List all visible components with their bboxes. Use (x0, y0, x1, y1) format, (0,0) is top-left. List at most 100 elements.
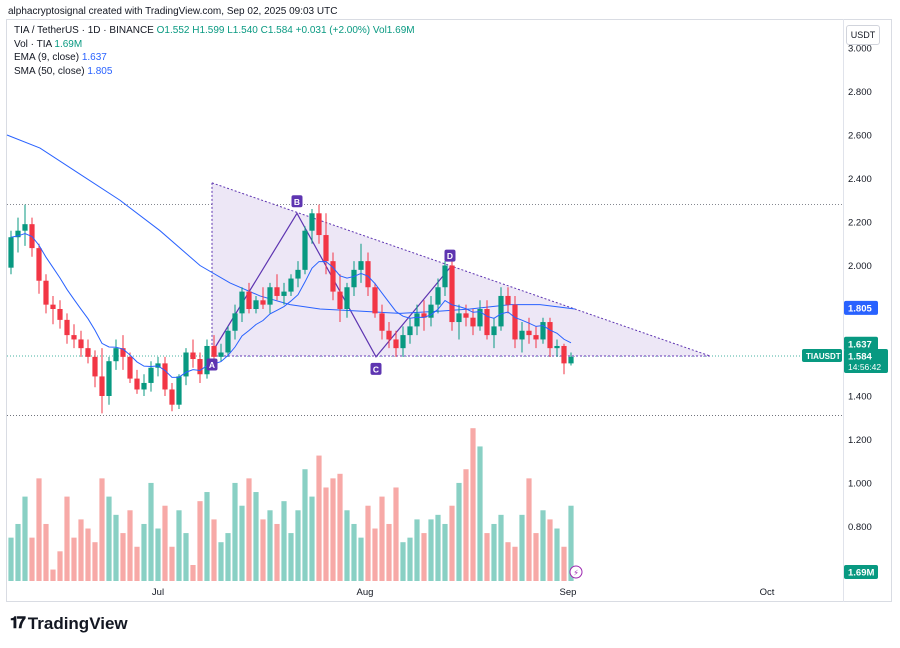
volume-bar (274, 523, 280, 581)
candle-body (64, 319, 70, 336)
volume-bar (505, 542, 511, 581)
candle-body (421, 313, 427, 318)
volume-bar (470, 428, 476, 581)
candle-body (386, 330, 392, 340)
volume-bar (253, 492, 259, 581)
brand-name: TradingView (27, 614, 128, 633)
volume-bar (449, 505, 455, 581)
volume-bar (400, 542, 406, 581)
volume-bar (71, 537, 77, 581)
volume-bar (127, 510, 133, 581)
ema-indicator-value: 1.637 (81, 52, 107, 63)
candle-body (22, 224, 28, 231)
candle-body (428, 304, 434, 318)
volume-bar (50, 569, 56, 581)
ema-price-label-bg (844, 336, 878, 351)
pattern-point-label: A (209, 360, 215, 370)
volume-bar (547, 519, 553, 581)
candle-body (120, 348, 126, 357)
candle-body (239, 291, 245, 314)
candle-body (547, 322, 553, 349)
volume-bar (393, 487, 399, 581)
volume-bar (512, 546, 518, 581)
candle-body (379, 313, 385, 331)
candle-body (337, 291, 343, 309)
ticker-tag-bg (802, 348, 842, 362)
candle-body (400, 335, 406, 349)
candle-body (309, 213, 315, 231)
volume-bar (309, 496, 315, 581)
candle-body (176, 376, 182, 405)
candle-body (8, 237, 14, 268)
y-tick-label: 2.000 (848, 261, 872, 272)
volume-bar (554, 528, 560, 581)
candle-body (50, 304, 56, 309)
candle-body (449, 265, 455, 323)
y-tick-label: 2.400 (848, 174, 872, 185)
candle-body (274, 287, 280, 296)
candle-body (372, 287, 378, 314)
candle-body (442, 265, 448, 288)
sma-price-label: 1.805 (848, 303, 872, 314)
candle-body (561, 345, 567, 364)
volume-bar (316, 455, 322, 581)
pattern-point-marker (444, 249, 456, 262)
volume-bar (267, 510, 273, 581)
candle-body (15, 230, 21, 238)
volume-bar (204, 492, 210, 581)
candle-body (190, 352, 196, 360)
candle-body (554, 345, 560, 349)
volume-bar (99, 478, 105, 581)
x-tick-label: Sep (560, 587, 577, 598)
chart-legend: TIA / TetherUS · 1D · BINANCE O1.552 H1.… (14, 24, 415, 78)
ohlc-values: O1.552 H1.599 L1.540 C1.584 +0.031 (+2.0… (156, 25, 415, 36)
candle-body (477, 309, 483, 327)
y-tick-label: 2.800 (848, 87, 872, 98)
volume-indicator-label[interactable]: Vol · TIA (14, 38, 52, 50)
volume-bar (477, 446, 483, 581)
volume-bar (358, 537, 364, 581)
volume-bar (491, 523, 497, 581)
volume-bar (239, 505, 245, 581)
volume-bar (442, 523, 448, 581)
volume-bar (22, 496, 28, 581)
lightning-glyph: ⚡ (573, 569, 579, 578)
descending-triangle-fill (212, 182, 710, 356)
y-tick-label: 1.200 (848, 435, 872, 446)
ema-indicator-label[interactable]: EMA (9, close) (14, 52, 80, 63)
volume-bar (15, 523, 21, 581)
candle-body (470, 317, 476, 327)
chart-frame (6, 19, 892, 602)
volume-bar (498, 514, 504, 581)
x-tick-label: Jul (152, 587, 164, 598)
candle-body (57, 309, 63, 320)
volume-bar (421, 533, 427, 581)
pattern-point-label: C (373, 364, 379, 374)
pattern-point-label: D (447, 251, 453, 261)
candle-body (183, 352, 189, 377)
y-tick-label: 1.400 (848, 392, 872, 403)
volume-bar (155, 528, 161, 581)
volume-bar (372, 528, 378, 581)
sma-indicator-label[interactable]: SMA (50, close) (14, 65, 85, 77)
candle-body (302, 230, 308, 270)
candle-body (365, 261, 371, 288)
candle-body (519, 330, 525, 340)
symbol-label[interactable]: TIA / TetherUS · 1D · BINANCE (14, 25, 154, 36)
volume-bar (281, 501, 287, 581)
candle-body (295, 269, 301, 279)
volume-bar (365, 505, 371, 581)
candle-body (134, 378, 140, 390)
volume-bar (176, 510, 182, 581)
candle-body (358, 261, 364, 270)
volume-bar (78, 519, 84, 581)
volume-bar (561, 546, 567, 581)
volume-bar (295, 510, 301, 581)
volume-bar (533, 533, 539, 581)
tradingview-logo-icon: 𝟏𝟕 (10, 615, 26, 632)
volume-bar (8, 537, 14, 581)
candle-body (71, 335, 77, 340)
candle-body (36, 248, 42, 281)
currency-button[interactable]: USDT (846, 25, 880, 45)
